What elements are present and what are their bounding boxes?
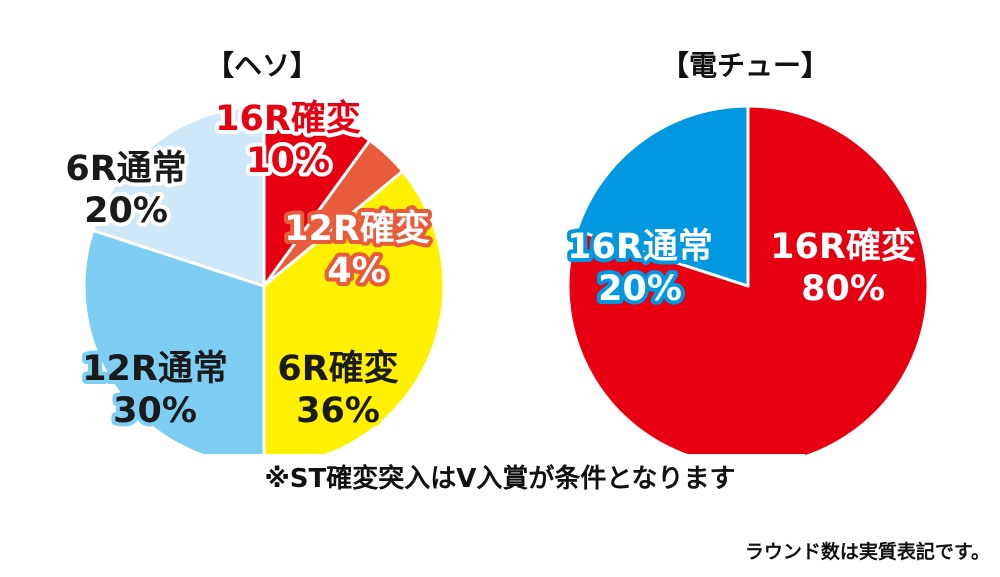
pie-slice	[575, 104, 750, 288]
slice-name-label: 16R通常	[567, 227, 713, 267]
slice-value-label: 80%	[801, 269, 885, 309]
slice-value-label: 20%	[84, 191, 168, 231]
slice-name-label: 6R通常	[65, 149, 186, 189]
pie-slice	[91, 104, 266, 288]
denchu-title: 【電チュー】	[661, 49, 829, 82]
note-band: ※ST確変突入はV入賞が条件となります	[195, 454, 805, 498]
slice-name-label: 16R確変	[770, 226, 916, 267]
footnote-text: ラウンド数は実質表記です。	[745, 540, 990, 563]
slice-value-label: 10%	[246, 141, 330, 181]
slice-name-label: 6R確変	[277, 348, 398, 389]
slice-name-label: 12R確変	[284, 208, 430, 249]
note-text: ※ST確変突入はV入賞が条件となります	[264, 463, 735, 494]
slice-value-label: 30%	[113, 391, 197, 431]
slice-value-label: 20%	[598, 269, 682, 309]
pie-slice	[566, 104, 930, 468]
pie-slice	[262, 104, 372, 288]
slice-value-label: 4%	[327, 251, 386, 291]
heso-title: 【ヘソ】	[206, 49, 318, 82]
slice-name-label: 12R通常	[82, 349, 228, 389]
slice-name-label: 16R確変	[215, 98, 361, 139]
slice-value-label: 36%	[296, 391, 380, 431]
